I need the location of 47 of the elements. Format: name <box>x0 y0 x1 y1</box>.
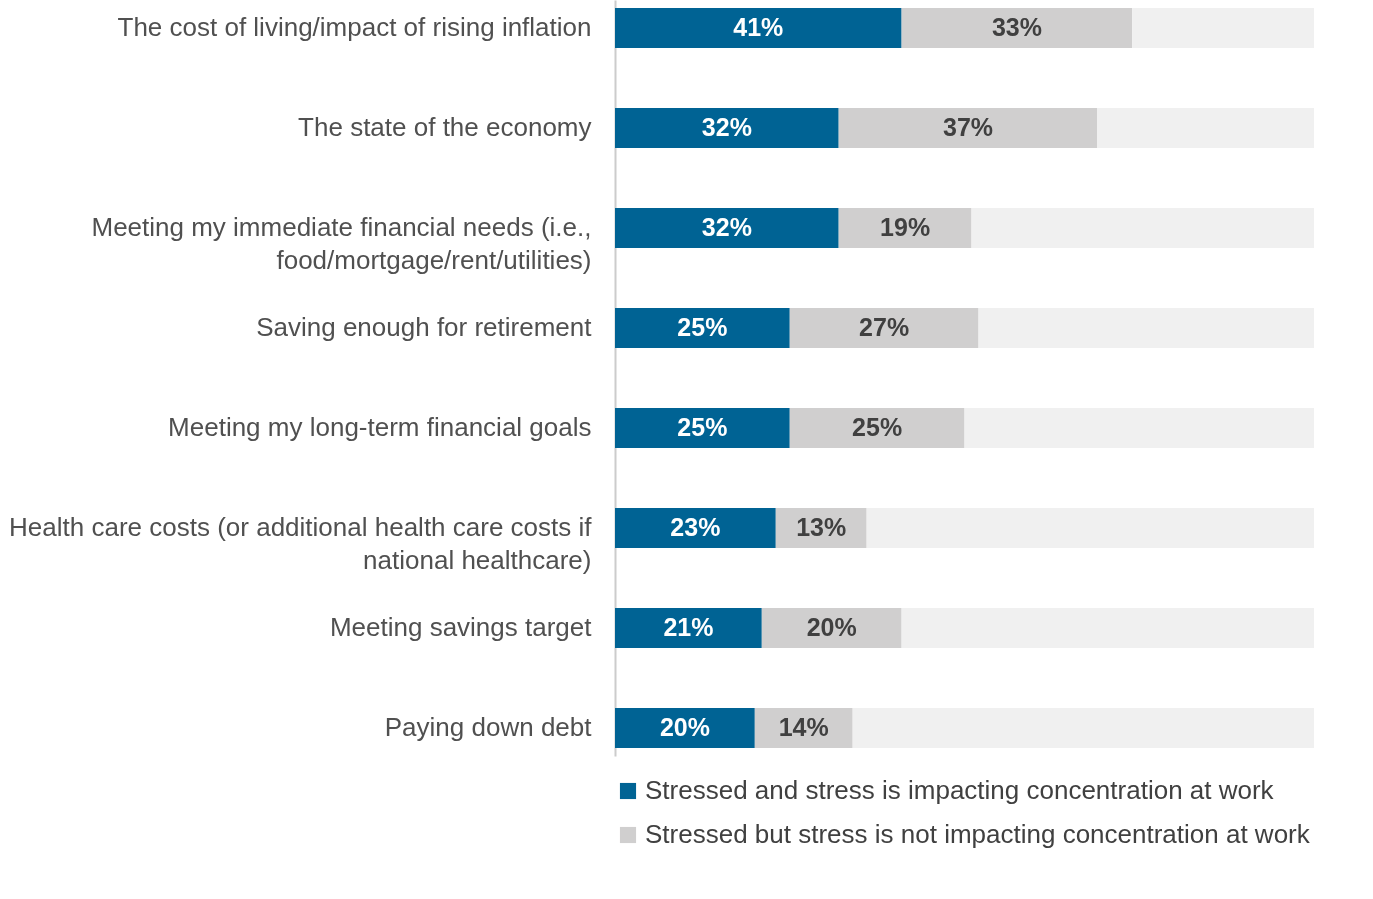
data-label: 20% <box>806 613 857 641</box>
data-label: 41% <box>733 13 784 41</box>
bar <box>901 608 1314 648</box>
bar <box>615 608 762 648</box>
y-tick-label: Meeting my long-term financial goals <box>168 412 592 442</box>
data-label: 25% <box>677 413 728 441</box>
data-label: 14% <box>778 713 829 741</box>
y-tick-label: The state of the economy <box>298 112 592 142</box>
bar <box>615 408 790 448</box>
data-label: 23% <box>670 513 721 541</box>
bar <box>901 8 1133 48</box>
bar <box>615 108 839 148</box>
y-tick-label: Saving enough for retirement <box>256 312 593 342</box>
y-tick-label: Paying down debt <box>384 712 593 742</box>
data-label: 20% <box>659 713 710 741</box>
bar <box>964 408 1314 448</box>
bar <box>789 408 965 448</box>
data-label: 32% <box>701 213 752 241</box>
legend-label: Stressed and stress is impacting concentration at work <box>645 775 1275 805</box>
bar <box>971 208 1314 248</box>
y-tick-label: Meeting savings target <box>329 612 593 642</box>
bar <box>838 108 1098 148</box>
data-label: 32% <box>701 113 752 141</box>
bar <box>852 708 1314 748</box>
bar <box>1097 108 1314 148</box>
bar <box>866 508 1314 548</box>
bar <box>615 708 755 748</box>
data-label: 13% <box>796 513 847 541</box>
bar <box>789 308 979 348</box>
bar <box>761 608 902 648</box>
data-label: 27% <box>859 313 910 341</box>
bar <box>615 208 839 248</box>
data-label: 33% <box>991 13 1042 41</box>
bar <box>978 308 1314 348</box>
bar <box>615 8 902 48</box>
bar <box>1132 8 1314 48</box>
data-label: 37% <box>942 113 994 141</box>
y-tick-label: Health care costs (or additional health care costs if national healthcare) <box>9 512 593 575</box>
legend-label: Stressed but stress is not impacting concentration at work <box>645 819 1311 849</box>
data-label: 19% <box>880 213 931 241</box>
y-tick-label: The cost of living/impact of rising inflation <box>117 12 592 42</box>
bar <box>615 308 790 348</box>
data-label: 25% <box>852 413 903 441</box>
data-label: 21% <box>663 613 714 641</box>
bar <box>615 508 776 548</box>
data-label: 25% <box>677 313 728 341</box>
y-tick-label: Meeting my immediate financial needs (i.e., food/mortgage/rent/utilities) <box>91 212 592 275</box>
